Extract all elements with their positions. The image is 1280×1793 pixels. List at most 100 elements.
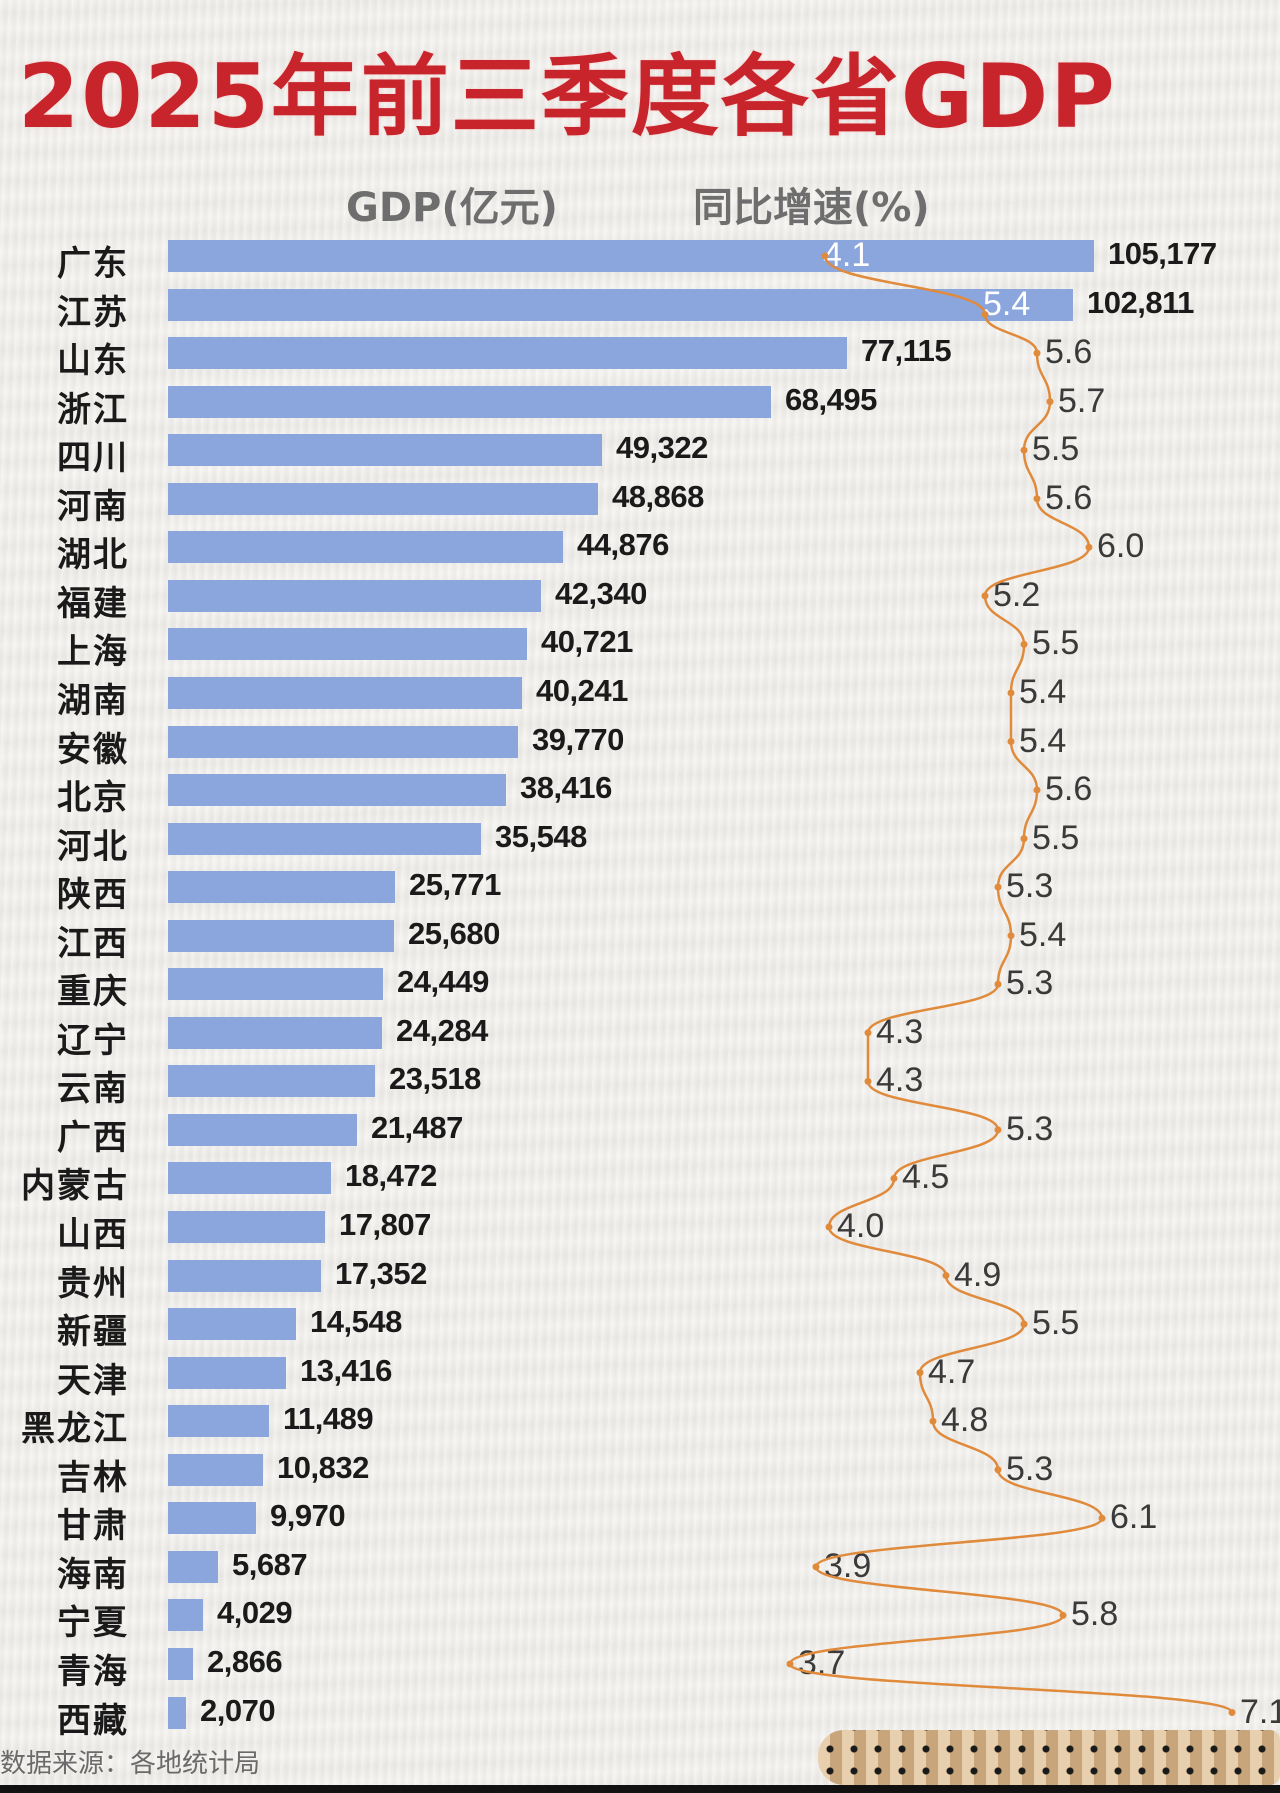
table-row: 重庆 24,449 5.3	[0, 960, 1280, 1012]
table-row: 山西 17,807 4.0	[0, 1203, 1280, 1255]
bottom-border	[0, 1785, 1280, 1793]
gdp-value: 24,449	[397, 964, 489, 1000]
growth-value: 6.1	[1110, 1498, 1158, 1537]
province-label: 西藏	[57, 1700, 129, 1741]
growth-value: 4.9	[954, 1255, 1002, 1294]
table-row: 浙江 68,495 5.7	[0, 378, 1280, 430]
province-label: 贵州	[57, 1263, 129, 1304]
gdp-value: 77,115	[861, 333, 952, 369]
gdp-value: 48,868	[612, 478, 704, 514]
gdp-value: 11,489	[283, 1401, 374, 1437]
table-row: 河南 48,868 5.6	[0, 475, 1280, 527]
growth-value: 5.4	[1019, 672, 1067, 711]
gdp-bar	[168, 871, 395, 904]
gdp-bar	[168, 1405, 269, 1438]
gdp-value: 23,518	[389, 1061, 481, 1097]
growth-value: 5.6	[1045, 333, 1093, 372]
table-row: 江西 25,680 5.4	[0, 912, 1280, 964]
province-label: 福建	[57, 583, 129, 624]
province-label: 广东	[57, 244, 129, 284]
growth-value: 3.7	[798, 1643, 846, 1682]
gdp-bar	[168, 1696, 186, 1729]
gdp-value: 10,832	[277, 1449, 369, 1485]
gdp-value: 24,284	[396, 1012, 488, 1048]
province-label: 重庆	[57, 972, 129, 1013]
gdp-bar	[168, 385, 771, 418]
table-row: 海南 5,687 3.9	[0, 1543, 1280, 1595]
gdp-value: 17,352	[335, 1255, 427, 1291]
table-row: 贵州 17,352 4.9	[0, 1252, 1280, 1304]
gdp-value: 35,548	[495, 818, 587, 854]
growth-value: 4.3	[876, 1061, 924, 1100]
province-label: 安徽	[57, 729, 129, 770]
table-row: 内蒙古 18,472 4.5	[0, 1154, 1280, 1206]
growth-value: 5.5	[1032, 430, 1080, 469]
gdp-value: 18,472	[345, 1158, 437, 1194]
gdp-bar	[168, 628, 527, 661]
growth-value: 7.1	[1240, 1692, 1280, 1731]
province-label: 湖北	[57, 535, 129, 576]
gdp-value: 17,807	[339, 1207, 431, 1242]
table-row: 辽宁 24,284 4.3	[0, 1009, 1280, 1061]
province-label: 四川	[57, 438, 129, 479]
growth-value: 5.3	[1006, 1449, 1054, 1488]
gdp-value: 2,866	[207, 1643, 283, 1679]
growth-value: 4.5	[902, 1158, 950, 1197]
gdp-bar	[168, 1113, 357, 1146]
table-row: 四川 49,322 5.5	[0, 426, 1280, 478]
province-label: 吉林	[57, 1457, 129, 1498]
table-row: 安徽 39,770 5.4	[0, 718, 1280, 770]
table-row: 西藏 2,070 7.1	[0, 1689, 1280, 1741]
growth-value: 5.4	[983, 284, 1031, 323]
gdp-bar	[168, 1308, 296, 1341]
province-label: 陕西	[57, 875, 129, 916]
growth-value: 4.3	[876, 1012, 924, 1051]
table-row: 江苏 102,811 5.4	[0, 281, 1280, 333]
gdp-bar	[168, 1259, 321, 1292]
gdp-value: 68,495	[785, 381, 877, 417]
table-row: 广东 105,177 4.1	[0, 232, 1280, 284]
gdp-column-header: GDP(亿元)	[346, 185, 558, 231]
table-row: 山东 77,115 5.6	[0, 329, 1280, 381]
growth-value: 4.1	[823, 236, 871, 274]
gdp-value: 5,687	[232, 1546, 308, 1582]
table-row: 青海 2,866 3.7	[0, 1640, 1280, 1692]
growth-value: 5.2	[993, 575, 1041, 614]
province-label: 广西	[57, 1117, 129, 1158]
growth-value: 5.4	[1019, 915, 1067, 954]
gdp-bar	[168, 482, 598, 515]
gdp-bar	[168, 1016, 382, 1049]
growth-value: 5.6	[1045, 770, 1093, 809]
growth-value: 5.7	[1058, 381, 1106, 420]
gdp-bar	[168, 1162, 331, 1195]
gdp-value: 13,416	[300, 1352, 392, 1388]
province-label: 天津	[57, 1360, 129, 1401]
gdp-value: 105,177	[1108, 236, 1217, 271]
gdp-value: 14,548	[310, 1304, 402, 1340]
province-label: 云南	[57, 1069, 129, 1110]
province-label: 山西	[57, 1215, 129, 1255]
gdp-bar	[168, 579, 541, 612]
table-row: 河北 35,548 5.5	[0, 815, 1280, 867]
gdp-bar	[168, 919, 394, 952]
growth-value: 5.5	[1032, 1304, 1080, 1343]
gdp-value: 38,416	[520, 770, 612, 806]
province-label: 河南	[57, 486, 129, 527]
gdp-value: 40,721	[541, 624, 633, 660]
gdp-value: 2,070	[200, 1692, 276, 1728]
gdp-bar	[168, 774, 506, 807]
gdp-bar	[168, 1211, 325, 1243]
table-row: 吉林 10,832 5.3	[0, 1446, 1280, 1498]
gdp-bar	[168, 822, 481, 855]
table-row: 福建 42,340 5.2	[0, 572, 1280, 624]
table-row: 新疆 14,548 5.5	[0, 1300, 1280, 1352]
gdp-value: 49,322	[616, 430, 708, 466]
gdp-bar	[168, 337, 847, 370]
table-row: 上海 40,721 5.5	[0, 620, 1280, 672]
chart-title: 2025年前三季度各省GDP	[18, 45, 1117, 148]
province-label: 新疆	[57, 1312, 129, 1353]
gdp-bar	[168, 676, 522, 709]
gdp-value: 4,029	[217, 1595, 293, 1631]
gdp-bar	[168, 725, 518, 758]
growth-value: 4.8	[941, 1401, 989, 1440]
